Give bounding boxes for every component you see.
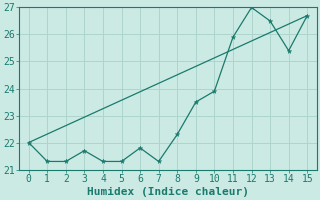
X-axis label: Humidex (Indice chaleur): Humidex (Indice chaleur)	[87, 186, 249, 197]
